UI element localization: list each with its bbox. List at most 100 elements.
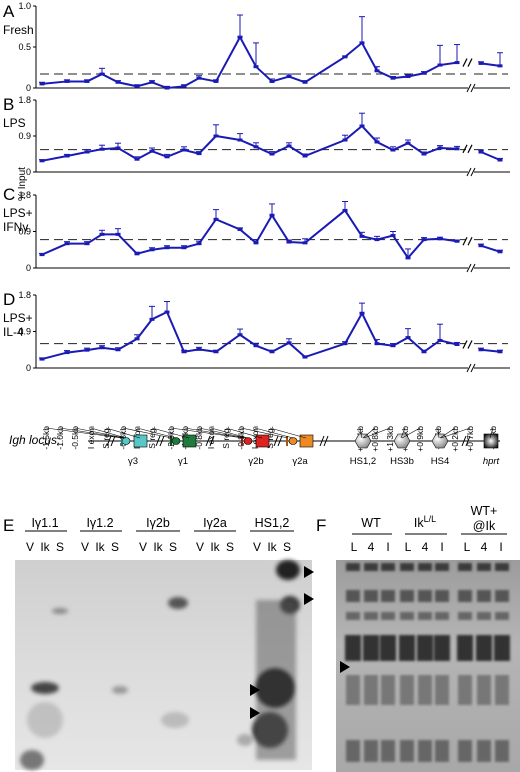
data-point xyxy=(302,154,308,158)
locus-title: Igh locus: xyxy=(9,433,60,447)
data-point xyxy=(237,35,243,39)
gel-band xyxy=(495,675,509,705)
data-point xyxy=(405,256,411,260)
position-label: +0.7kb xyxy=(465,426,475,452)
panel-label-f: F xyxy=(316,516,326,535)
axis-break-a xyxy=(466,83,472,93)
gel-band xyxy=(346,675,360,705)
gel-band xyxy=(345,635,361,661)
leader-line xyxy=(184,427,245,439)
data-point xyxy=(269,350,275,354)
data-point xyxy=(269,213,275,217)
data-point xyxy=(454,147,460,151)
data-point xyxy=(213,350,219,354)
data-point xyxy=(497,350,503,354)
data-point xyxy=(164,86,170,90)
data-point xyxy=(134,84,140,88)
lane-label: S xyxy=(169,540,177,554)
leader-line xyxy=(198,427,247,439)
group-label-at-ik: @Ik xyxy=(473,519,496,533)
arrowhead-e-1-icon xyxy=(250,684,260,696)
leader-line xyxy=(136,427,177,439)
leader-line xyxy=(74,427,126,439)
series-break-a xyxy=(462,340,468,349)
lane-label: S xyxy=(226,540,234,554)
data-point xyxy=(253,65,259,69)
probe-label-ig1-1: Iγ1.1 xyxy=(31,516,58,530)
gel-band xyxy=(495,563,509,571)
axis-break-b xyxy=(470,363,476,373)
gamma2a-switch xyxy=(299,434,314,448)
data-point xyxy=(164,246,170,250)
leader-line xyxy=(362,427,376,439)
gel-band xyxy=(346,563,360,571)
lane-label: I xyxy=(440,540,443,554)
data-point xyxy=(421,71,427,75)
axis-break-b xyxy=(470,167,476,177)
y-tick-label: 1.0 xyxy=(18,1,31,11)
data-point xyxy=(342,342,348,346)
data-point xyxy=(39,82,45,86)
position-label: -0.5kb xyxy=(70,426,80,450)
leader-line xyxy=(359,427,363,439)
leader-line xyxy=(90,427,127,439)
probe-label-ig2b: Iγ2b xyxy=(146,516,170,530)
data-point xyxy=(84,348,90,352)
data-point xyxy=(437,338,443,342)
data-point xyxy=(181,350,187,354)
probe-label-ig1-2: Iγ1.2 xyxy=(86,516,113,530)
data-point xyxy=(374,69,380,73)
gel-band xyxy=(435,612,449,620)
lane-label: V xyxy=(253,540,261,554)
data-point xyxy=(454,61,460,65)
gel-band xyxy=(476,635,492,661)
data-point xyxy=(302,241,308,245)
leader-line xyxy=(225,427,263,439)
data-point xyxy=(374,238,380,242)
gel-band xyxy=(418,590,432,602)
gel-band xyxy=(495,590,509,602)
data-point xyxy=(390,76,396,80)
gene-gamma1: γ1 xyxy=(178,456,188,467)
leader-line xyxy=(122,427,173,439)
data-point xyxy=(39,253,45,257)
data-point xyxy=(84,150,90,154)
leader-line xyxy=(439,427,456,439)
gamma3-promoter xyxy=(121,436,123,446)
data-point xyxy=(497,158,503,162)
panel-label-e: E xyxy=(3,516,14,535)
data-point xyxy=(478,61,484,65)
data-point xyxy=(115,80,121,84)
gel-f xyxy=(336,560,520,772)
data-point xyxy=(478,244,484,248)
panel-label-c: C xyxy=(3,185,15,204)
lane-label: Ik xyxy=(153,540,163,554)
position-label: S reg. xyxy=(221,426,231,449)
y-tick-label: 0 xyxy=(26,167,31,177)
lane-label: L xyxy=(351,540,358,554)
data-point xyxy=(390,344,396,348)
data-point xyxy=(237,138,243,142)
leader-line xyxy=(240,427,289,439)
chart-fresh: 0 0.5 1.0 xyxy=(18,1,510,93)
gel-band xyxy=(435,563,449,571)
leader-line xyxy=(254,427,294,439)
y-tick-label: 1.8 xyxy=(18,290,31,300)
lane-label: V xyxy=(139,540,147,554)
data-point xyxy=(115,232,121,236)
gel-band xyxy=(400,612,414,620)
gel-band xyxy=(495,740,509,762)
group-label-ik: IkL/L xyxy=(414,514,436,530)
data-point xyxy=(286,341,292,345)
leader-line xyxy=(170,427,244,439)
y-tick-label: 0.9 xyxy=(18,327,31,337)
data-point xyxy=(213,79,219,83)
gel-band xyxy=(477,740,491,762)
data-point xyxy=(134,252,140,256)
gel-band xyxy=(435,590,449,602)
data-point xyxy=(302,355,308,359)
axis-break-a xyxy=(466,167,472,177)
gamma2a-promoter xyxy=(286,436,288,446)
gel-band xyxy=(477,612,491,620)
data-point xyxy=(405,336,411,340)
